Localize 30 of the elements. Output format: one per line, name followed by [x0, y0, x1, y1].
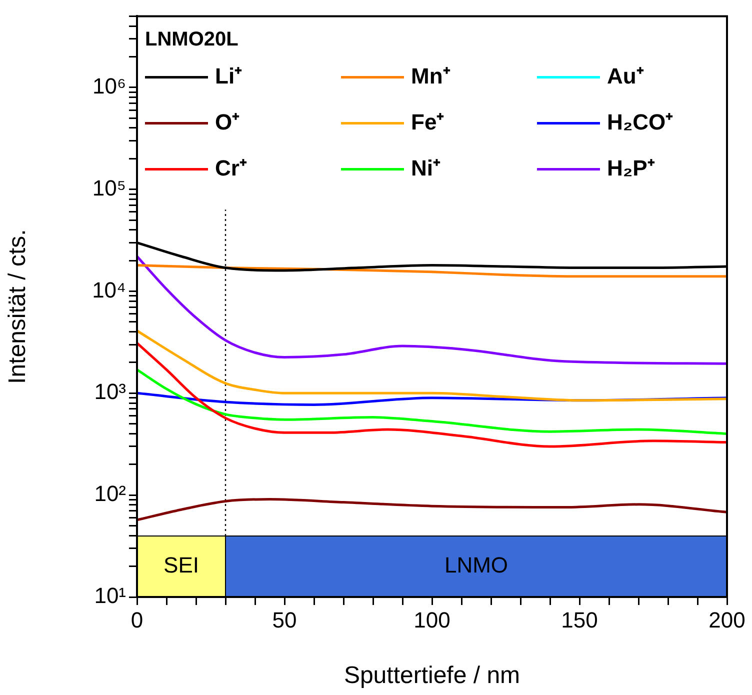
y-axis-title: Intensität / cts. [4, 229, 32, 384]
y-tick-label: 10⁴ [92, 277, 126, 302]
legend-label: Cr⁺ [215, 155, 248, 180]
band-label: SEI [164, 552, 199, 578]
x-tick-label: 100 [414, 607, 450, 632]
legend-title: LNMO20L [145, 28, 238, 51]
legend-label: Fe⁺ [411, 109, 445, 134]
y-tick-label: 10⁵ [92, 175, 126, 200]
x-tick-label: 0 [130, 607, 144, 632]
x-tick-label: 50 [272, 607, 297, 632]
line-series [137, 255, 727, 365]
legend-label: Li⁺ [215, 63, 243, 88]
line-series [137, 498, 727, 522]
legend-label: Ni⁺ [411, 155, 441, 180]
x-tick-label: 150 [561, 607, 598, 632]
legend-label: H₂CO⁺ [607, 109, 674, 134]
y-tick-label: 10¹ [94, 583, 126, 608]
band-label: LNMO [444, 552, 508, 578]
y-tick-label: 10⁶ [92, 73, 126, 98]
y-tick-label: 10² [94, 481, 126, 506]
x-axis-title: Sputtertiefe / nm [344, 662, 520, 690]
legend-label: Mn⁺ [411, 63, 451, 88]
legend-label: O⁺ [215, 109, 240, 134]
line-series [137, 329, 727, 402]
legend-label: H₂P⁺ [607, 155, 656, 180]
x-tick-label: 200 [708, 607, 746, 632]
line-series [137, 342, 727, 448]
line-series [137, 368, 727, 435]
y-tick-label: 10³ [94, 379, 126, 404]
legend-label: Au⁺ [607, 63, 644, 88]
